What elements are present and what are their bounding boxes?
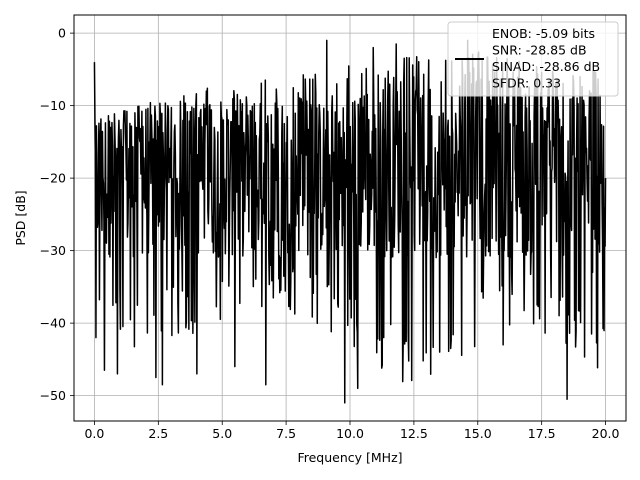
y-tick-label: −40 xyxy=(40,316,66,331)
x-tick-label: 20.0 xyxy=(592,426,620,441)
x-axis-label: Frequency [MHz] xyxy=(297,450,402,465)
x-tick-label: 10.0 xyxy=(336,426,364,441)
x-tick-label: 5.0 xyxy=(212,426,232,441)
psd-series-line xyxy=(93,39,607,404)
y-tick-label: −10 xyxy=(40,98,66,113)
legend-series-label: ENOB: -5.09 bits SNR: -28.85 dB SINAD: -28… xyxy=(492,26,600,91)
x-tick-label: 12.5 xyxy=(400,426,428,441)
legend-line: SNR: -28.85 dB xyxy=(492,43,587,58)
legend-box xyxy=(447,21,619,97)
x-axis: 0.0 2.5 5.0 7.5 10.0 12.5 15.0 17.5 20.0 xyxy=(84,421,620,441)
y-tick-label: 0 xyxy=(58,26,66,41)
legend-line: SINAD: -28.86 dB xyxy=(492,59,600,74)
legend-line: ENOB: -5.09 bits xyxy=(492,26,595,41)
y-tick-label: −20 xyxy=(40,171,66,186)
x-tick-label: 2.5 xyxy=(148,426,168,441)
series-layer xyxy=(93,39,607,404)
x-tick-label: 17.5 xyxy=(528,426,556,441)
legend-line: SFDR: 0.33 xyxy=(492,76,561,91)
y-axis: 0 −10 −20 −30 −40 −50 xyxy=(40,26,74,403)
x-tick-label: 15.0 xyxy=(464,426,492,441)
legend: ENOB: -5.09 bits SNR: -28.85 dB SINAD: -28… xyxy=(447,21,619,97)
y-axis-label: PSD [dB] xyxy=(13,190,28,245)
x-tick-label: 7.5 xyxy=(276,426,296,441)
y-tick-label: −30 xyxy=(40,243,66,258)
y-tick-label: −50 xyxy=(40,388,66,403)
x-tick-label: 0.0 xyxy=(84,426,104,441)
